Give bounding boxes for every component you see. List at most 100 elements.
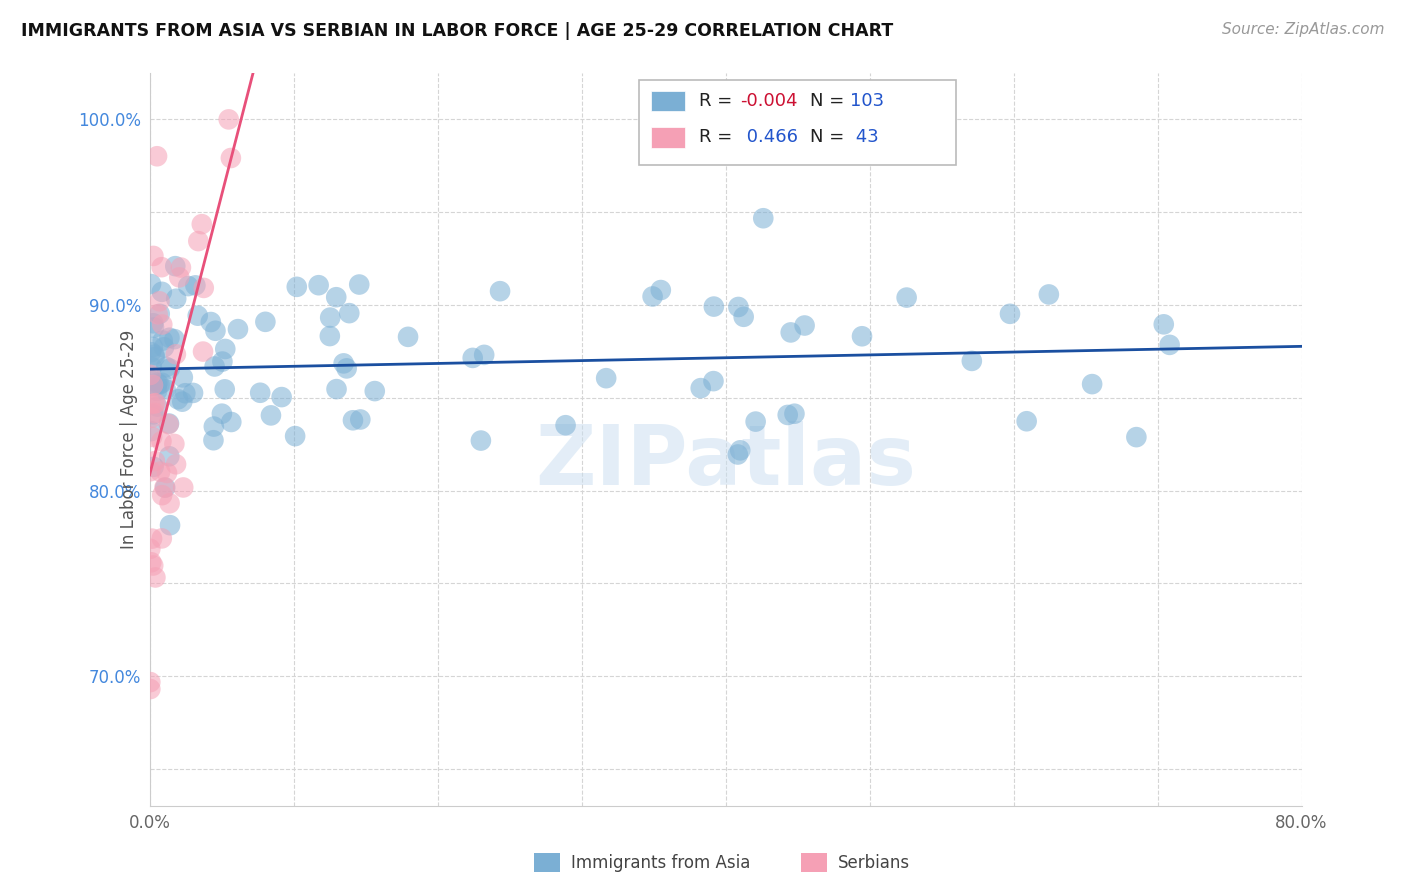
Point xyxy=(150,434,173,449)
Point xyxy=(703,300,725,314)
Point xyxy=(1125,430,1147,444)
Text: 43: 43 xyxy=(851,128,879,146)
Point xyxy=(325,382,347,396)
Point xyxy=(146,307,169,321)
Point xyxy=(337,306,360,320)
Point xyxy=(139,424,162,438)
Text: IMMIGRANTS FROM ASIA VS SERBIAN IN LABOR FORCE | AGE 25-29 CORRELATION CHART: IMMIGRANTS FROM ASIA VS SERBIAN IN LABOR… xyxy=(21,22,893,40)
Point xyxy=(141,430,163,444)
Point xyxy=(145,570,167,584)
Point xyxy=(155,382,177,396)
Point xyxy=(139,345,162,359)
Point xyxy=(177,279,200,293)
Point xyxy=(793,318,815,333)
Point xyxy=(142,459,165,474)
Y-axis label: In Labor Force | Age 25-29: In Labor Force | Age 25-29 xyxy=(121,330,139,549)
Point xyxy=(728,443,751,458)
Point xyxy=(284,429,307,443)
Point xyxy=(141,555,163,569)
Point xyxy=(336,361,359,376)
Point xyxy=(150,285,173,299)
Point xyxy=(146,376,169,390)
Point xyxy=(149,307,172,321)
Point xyxy=(142,379,165,393)
Point xyxy=(349,277,371,292)
Point xyxy=(170,260,193,275)
Point xyxy=(396,330,419,344)
Point xyxy=(193,281,215,295)
Point xyxy=(139,681,162,696)
FancyBboxPatch shape xyxy=(640,80,956,165)
Point xyxy=(204,359,226,374)
Text: N =: N = xyxy=(810,128,849,146)
Point xyxy=(200,315,222,329)
Text: Source: ZipAtlas.com: Source: ZipAtlas.com xyxy=(1222,22,1385,37)
Point xyxy=(783,407,806,421)
Point xyxy=(319,329,342,343)
Point xyxy=(143,320,166,334)
Point xyxy=(702,374,724,388)
Point xyxy=(218,112,240,127)
Point xyxy=(146,400,169,414)
Point xyxy=(221,415,243,429)
Point xyxy=(139,397,162,411)
Point xyxy=(191,344,214,359)
Point xyxy=(219,151,242,165)
Point xyxy=(214,342,236,356)
Point xyxy=(342,413,364,427)
Text: N =: N = xyxy=(810,92,849,110)
Point xyxy=(152,334,174,348)
Point xyxy=(139,541,162,556)
Text: ZIPatlas: ZIPatlas xyxy=(536,421,917,502)
Point xyxy=(157,417,180,432)
Point xyxy=(960,354,983,368)
Text: Immigrants from Asia: Immigrants from Asia xyxy=(571,854,751,871)
Point xyxy=(191,217,214,231)
Text: Serbians: Serbians xyxy=(838,854,910,871)
Point xyxy=(150,260,173,275)
Point xyxy=(174,386,197,401)
Point xyxy=(163,437,186,451)
Point xyxy=(146,149,169,163)
Point xyxy=(779,326,801,340)
Point xyxy=(159,331,181,345)
Point xyxy=(165,347,187,361)
Point xyxy=(172,480,194,494)
Point xyxy=(163,332,186,346)
Point xyxy=(139,373,162,387)
Point xyxy=(143,348,166,362)
Point xyxy=(1153,318,1175,332)
Point xyxy=(165,259,187,273)
Point xyxy=(998,307,1021,321)
Point xyxy=(325,290,347,304)
Point xyxy=(214,382,236,396)
Point xyxy=(150,488,173,502)
Point xyxy=(165,292,187,306)
Point xyxy=(142,407,165,421)
Point xyxy=(141,410,163,425)
Point xyxy=(472,348,495,362)
Point xyxy=(150,376,173,390)
Point xyxy=(181,385,204,400)
Point xyxy=(641,289,664,303)
Text: R =: R = xyxy=(699,128,738,146)
Point xyxy=(851,329,873,343)
Point xyxy=(254,315,277,329)
Point xyxy=(776,408,799,422)
Point xyxy=(349,412,371,426)
Point xyxy=(141,360,163,375)
Point xyxy=(260,409,283,423)
Point xyxy=(153,481,176,495)
Point xyxy=(172,394,194,409)
Point xyxy=(727,448,749,462)
Text: -0.004: -0.004 xyxy=(741,92,799,110)
Point xyxy=(332,356,354,370)
Point xyxy=(143,350,166,364)
Point xyxy=(153,481,176,495)
Point xyxy=(148,294,170,309)
Point xyxy=(226,322,249,336)
Point xyxy=(150,318,173,332)
Point xyxy=(142,249,165,263)
Text: R =: R = xyxy=(699,92,738,110)
Point xyxy=(202,419,225,434)
